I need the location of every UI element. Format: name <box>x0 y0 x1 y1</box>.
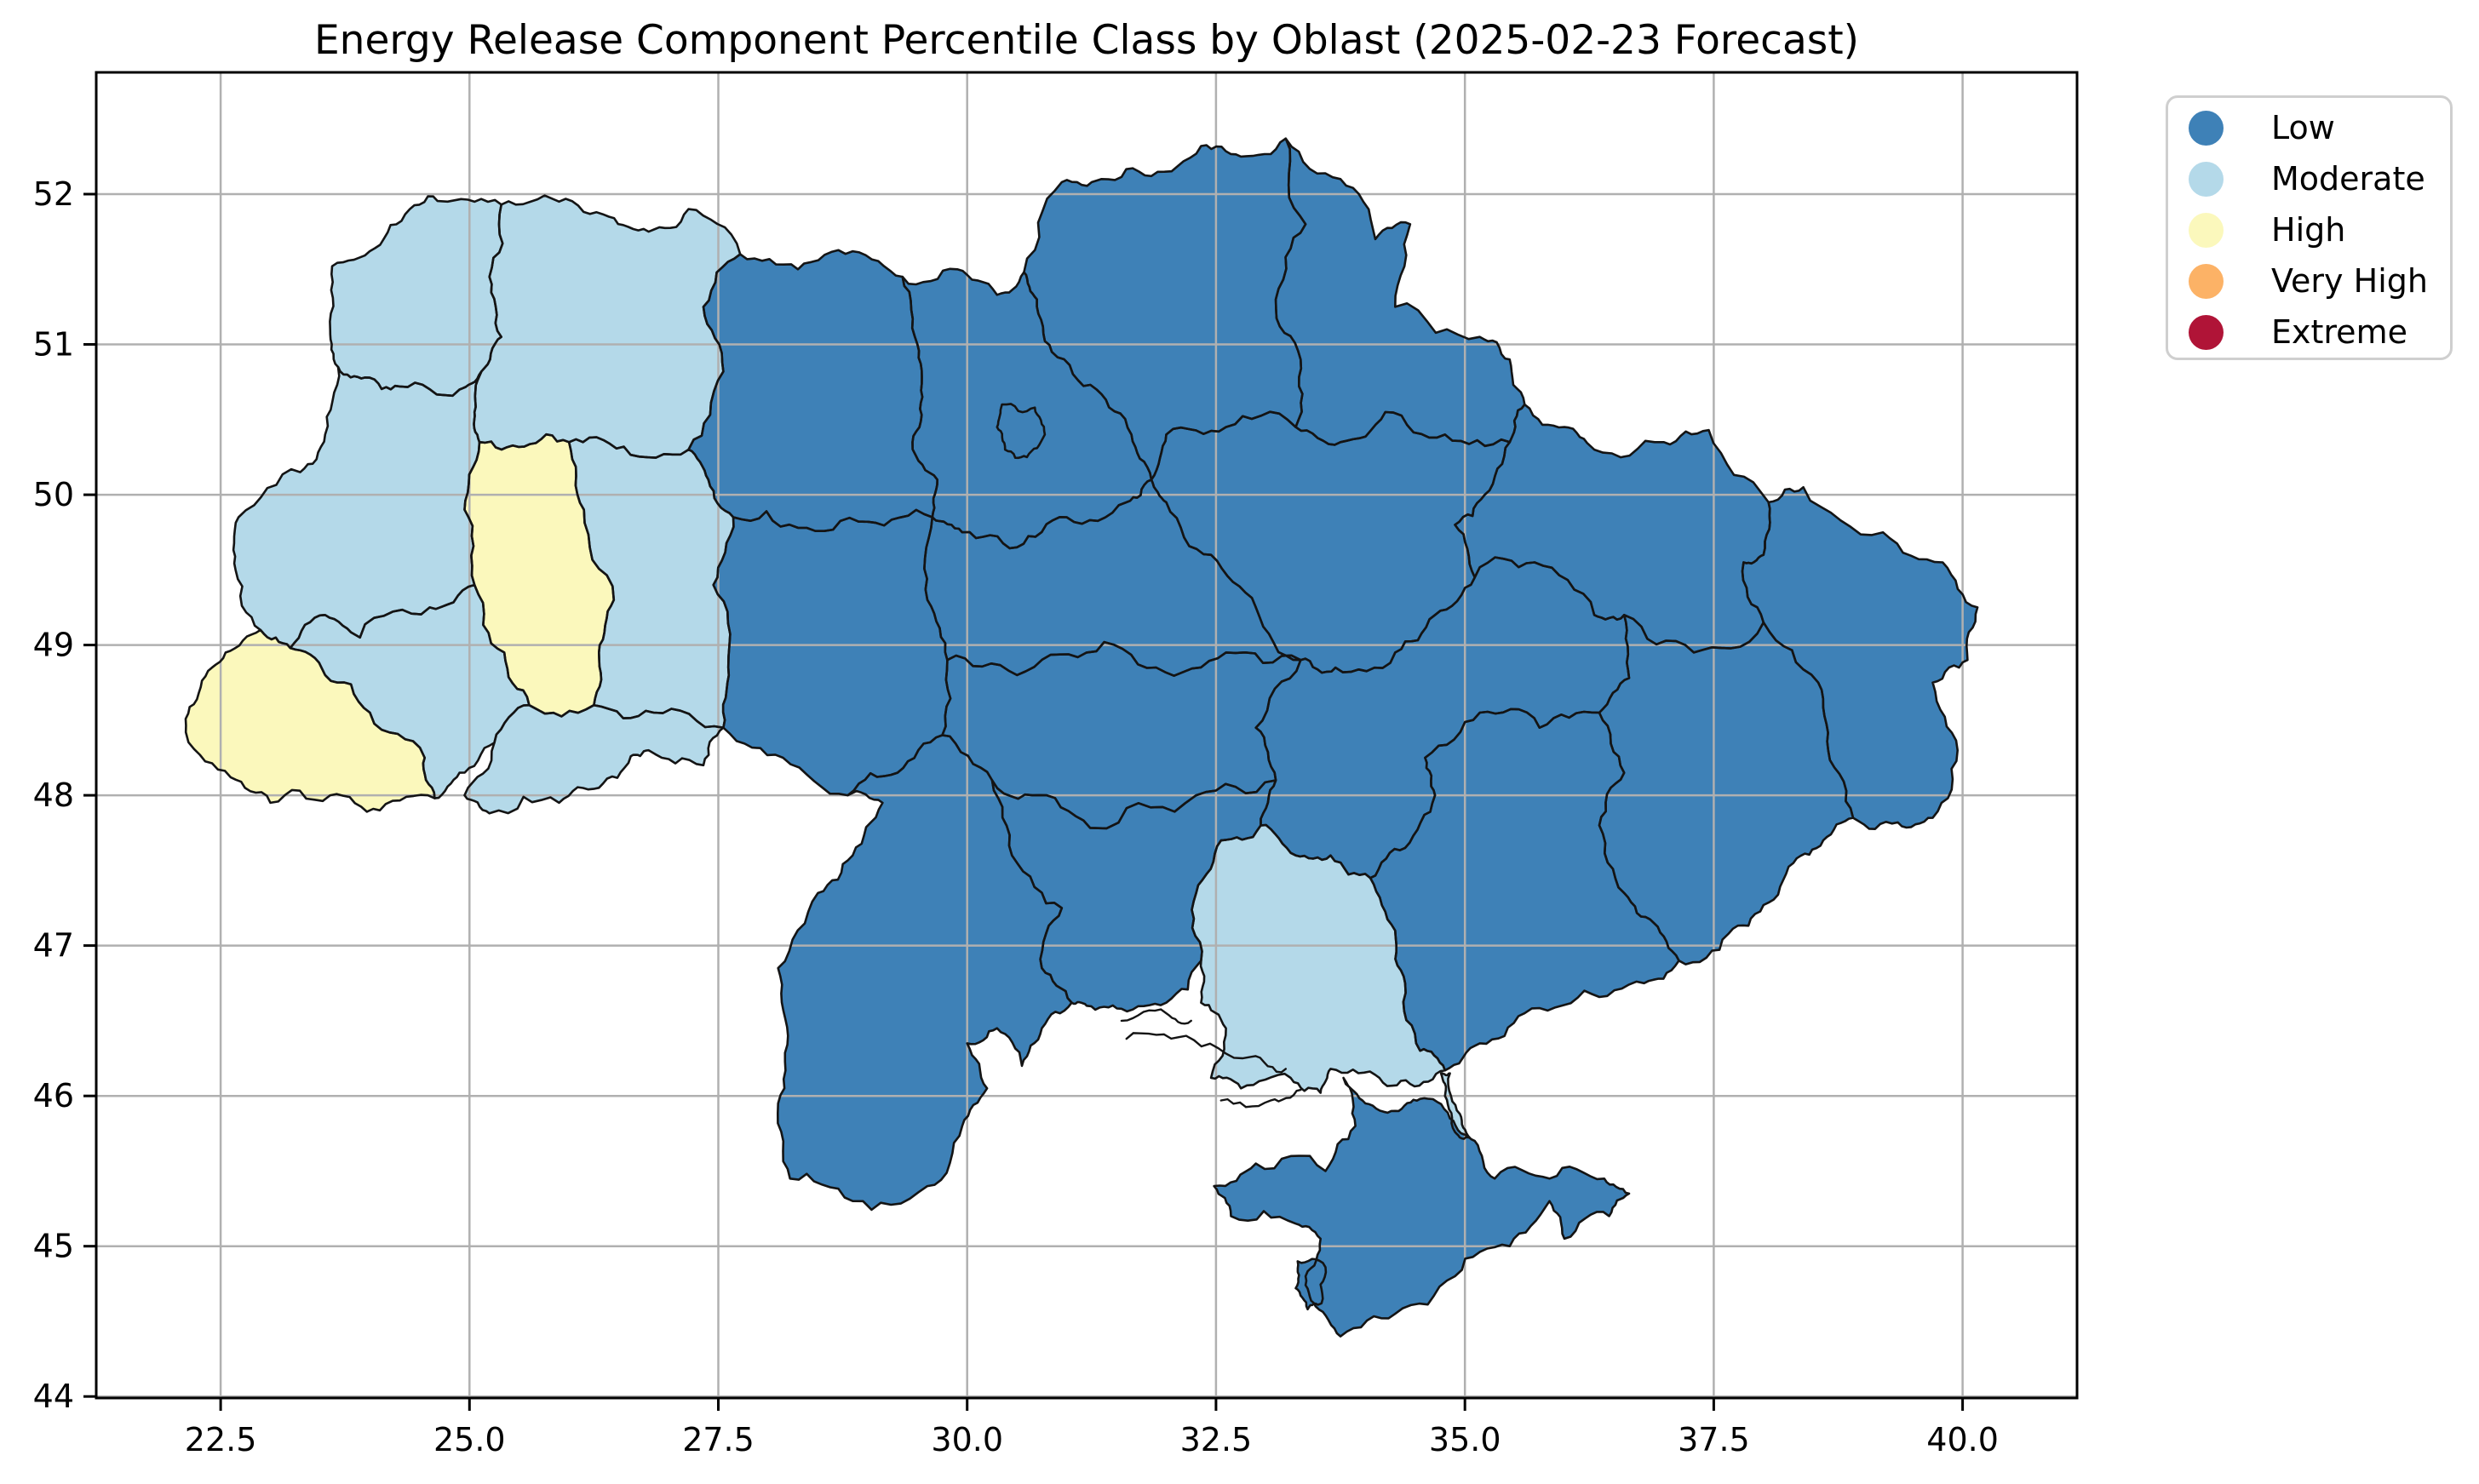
xtick-label: 37.5 <box>1678 1421 1750 1458</box>
legend-marker-high-icon <box>2189 212 2224 248</box>
legend-item-high: High <box>2168 204 2450 255</box>
legend-label-very-high: Very High <box>2271 262 2428 300</box>
ytick-label: 49 <box>33 627 74 664</box>
region-kirovohrad <box>942 642 1301 828</box>
region-zakarpattia <box>186 629 435 812</box>
border-kherson-arabat-spit <box>1439 1072 1472 1140</box>
ytick-label: 44 <box>33 1378 74 1415</box>
xtick-label: 40.0 <box>1926 1421 1999 1458</box>
legend-marker-extreme-icon <box>2189 314 2224 350</box>
region-chernihiv <box>1024 138 1306 480</box>
xtick-label: 35.0 <box>1429 1421 1501 1458</box>
region-poltava <box>1151 411 1510 673</box>
ytick-label: 52 <box>33 175 74 213</box>
border-chernivtsi <box>463 703 725 815</box>
ytick-label: 48 <box>33 776 74 814</box>
xtick-label: 25.0 <box>433 1421 506 1458</box>
border-crimea <box>1213 1076 1631 1338</box>
border-cherkasy <box>923 478 1302 677</box>
region-rivne <box>473 195 741 458</box>
xtick-label: 27.5 <box>682 1421 755 1458</box>
legend-marker-very-high-icon <box>2189 263 2224 299</box>
ytick-label: 45 <box>33 1228 74 1265</box>
region-odesa <box>778 735 1072 1210</box>
legend-item-moderate: Moderate <box>2168 153 2450 204</box>
region-borders <box>184 137 1979 1338</box>
legend: Low Moderate High Very High Extreme <box>2166 95 2453 360</box>
region-dnipropetrovsk <box>1255 557 1629 879</box>
region-volyn <box>330 196 503 396</box>
ytick-label: 47 <box>33 927 74 965</box>
coastline-tendra-spit <box>1125 1032 1287 1074</box>
border-luhansk <box>1741 485 1979 830</box>
legend-label-extreme: Extreme <box>2271 313 2407 351</box>
region-vinnytsia <box>713 509 951 796</box>
coastal-spits <box>1120 1008 1302 1109</box>
gridlines <box>96 72 2077 1398</box>
border-kyiv-city <box>996 403 1047 460</box>
ytick-label: 46 <box>33 1077 74 1114</box>
border-kherson <box>1191 823 1447 1094</box>
plot-frame <box>95 71 2079 1400</box>
region-zhytomyr <box>688 249 938 531</box>
legend-item-low: Low <box>2168 102 2450 153</box>
axes: 22.5 25.0 27.5 30.0 32.5 35.0 37.5 40.0 44 45 46 47… <box>33 71 2079 1458</box>
legend-item-very-high: Very High <box>2168 255 2450 307</box>
border-zaporizhzhia <box>1369 708 1680 1072</box>
coastline-dzharylhach <box>1219 1088 1302 1109</box>
region-kyiv-oblast <box>902 268 1151 548</box>
ytick-label: 50 <box>33 476 74 513</box>
region-mykolaiv <box>992 780 1277 1011</box>
border-zakarpattia <box>184 628 436 813</box>
legend-label-moderate: Moderate <box>2271 160 2425 198</box>
xtick-label: 32.5 <box>1180 1421 1253 1458</box>
region-sumy <box>1276 138 1525 446</box>
ytick-label: 51 <box>33 326 74 364</box>
chart-title: Energy Release Component Percentile Clas… <box>313 17 1860 64</box>
legend-label-high: High <box>2271 211 2346 249</box>
region-khmelnytskyi <box>569 437 734 728</box>
xtick-label: 30.0 <box>931 1421 1003 1458</box>
coastline-kinburn-spit <box>1120 1008 1192 1025</box>
region-kherson <box>1191 825 1445 1093</box>
xtick-label: 22.5 <box>185 1421 257 1458</box>
legend-label-low: Low <box>2271 109 2335 146</box>
region-kyiv-city <box>996 404 1045 458</box>
border-sevastopol <box>1294 1258 1328 1311</box>
region-luhansk <box>1742 487 1978 829</box>
region-kharkiv <box>1455 404 1770 653</box>
region-zaporizhzhia <box>1370 708 1679 1071</box>
legend-item-extreme: Extreme <box>2168 307 2450 358</box>
region-chernivtsi <box>464 705 724 814</box>
region-fills <box>186 138 1978 1337</box>
region-donetsk <box>1599 615 1853 965</box>
legend-marker-low-icon <box>2189 110 2224 146</box>
region-lviv <box>233 367 482 649</box>
region-sevastopol <box>1295 1258 1326 1309</box>
region-cherkasy <box>924 479 1301 676</box>
legend-marker-moderate-icon <box>2189 161 2224 197</box>
region-crimea <box>1214 1078 1629 1337</box>
